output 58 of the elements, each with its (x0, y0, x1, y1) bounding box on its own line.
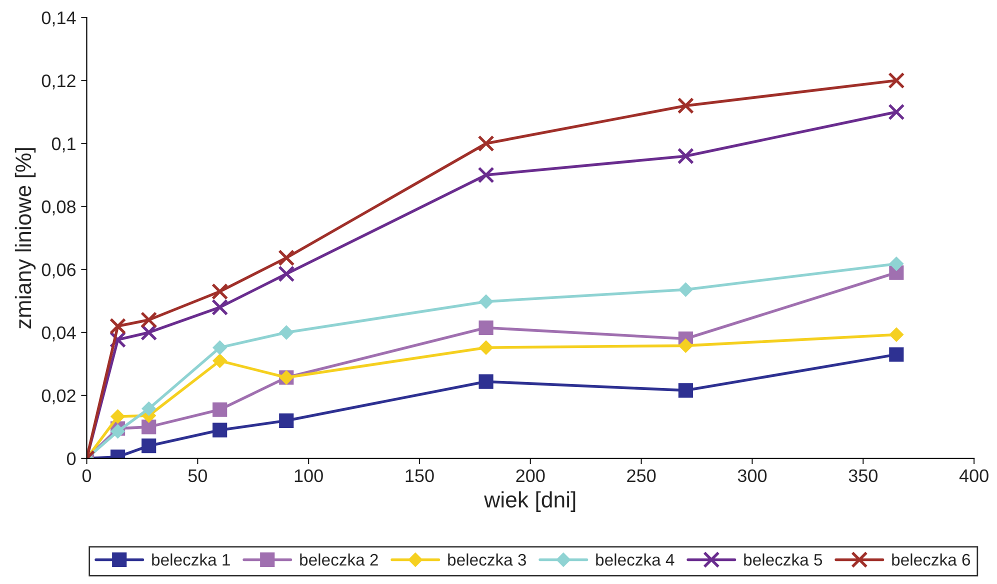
legend-label: beleczka 2 (300, 553, 378, 566)
x-tick-label: 0 (82, 469, 92, 482)
x-tick-label: 250 (627, 469, 656, 482)
y-tick-label: 0,12 (42, 74, 76, 90)
x-tick-label: 300 (738, 469, 767, 482)
point (142, 420, 156, 434)
x-tick-label: 50 (188, 469, 207, 482)
point (212, 298, 228, 316)
y-tick-label: 0,14 (42, 11, 76, 26)
point (478, 294, 494, 309)
x-tick-label: 150 (406, 469, 434, 482)
point (279, 413, 294, 428)
point (212, 422, 228, 438)
point (478, 135, 494, 152)
y-axis-title: zmiany liniowe [%] (14, 148, 36, 328)
point (677, 97, 694, 114)
point (140, 312, 158, 328)
y-tick-label: 0,06 (42, 263, 76, 278)
point (142, 438, 156, 454)
x-tick-label: 400 (959, 469, 988, 482)
y-tick-label: 0,08 (42, 200, 76, 216)
point (888, 104, 905, 120)
x-axis-title: wiek [dni] (484, 491, 576, 512)
point (889, 256, 904, 272)
point (212, 402, 228, 417)
point (889, 327, 904, 342)
point (678, 338, 693, 353)
point (278, 249, 295, 266)
legend-label: beleczka 1 (152, 553, 230, 566)
point (278, 266, 295, 282)
point (212, 340, 228, 355)
point (478, 166, 494, 184)
point (478, 340, 494, 355)
point (678, 383, 693, 398)
y-tick-label: 0,02 (42, 389, 76, 404)
point (678, 282, 693, 297)
point (110, 409, 126, 424)
legend-label: beleczka 4 (596, 553, 674, 566)
legend-label: beleczka 6 (892, 553, 970, 566)
point (888, 72, 905, 89)
x-tick-label: 350 (848, 469, 878, 482)
legend-label: beleczka 5 (744, 553, 822, 566)
point (142, 401, 156, 416)
point (110, 424, 126, 439)
legend-label: beleczka 3 (448, 553, 526, 566)
x-tick-label: 100 (294, 469, 323, 482)
point (212, 283, 228, 300)
point (677, 148, 694, 164)
y-tick-label: 0,1 (52, 137, 76, 152)
point (478, 320, 494, 336)
point (109, 318, 126, 334)
point (889, 347, 904, 362)
y-tick-label: 0 (66, 452, 76, 466)
point (478, 374, 494, 389)
point (279, 325, 294, 340)
point (212, 354, 228, 368)
y-tick-label: 0,04 (42, 326, 76, 342)
x-tick-label: 200 (516, 469, 545, 482)
